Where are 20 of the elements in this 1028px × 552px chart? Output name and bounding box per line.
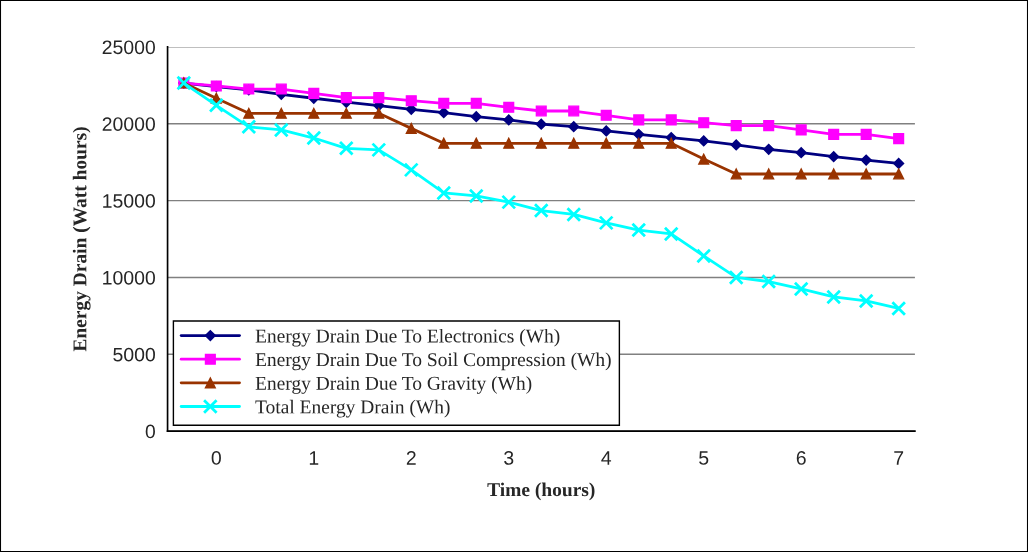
y-tick-label: 10000 (103, 270, 155, 285)
legend-label: Energy Drain Due To Electronics (Wh) (255, 328, 560, 347)
y-tick-label: 25000 (102, 40, 155, 55)
x-tick-label: 5 (699, 451, 709, 465)
x-tick-label: 1 (309, 451, 319, 465)
x-tick-label: 0 (211, 451, 221, 465)
y-tick-label: 5000 (113, 347, 155, 362)
x-tick-label: 3 (504, 451, 514, 465)
x-axis-title: Time (hours) (487, 482, 595, 501)
y-tick-label: 0 (145, 424, 155, 439)
legend-label: Energy Drain Due To Gravity (Wh) (255, 376, 532, 394)
y-tick-label: 15000 (103, 194, 155, 208)
x-tick-label: 2 (406, 451, 416, 465)
y-tick-label: 20000 (102, 117, 155, 131)
y-axis-title: Energy Drain (Watt hours) (72, 127, 91, 352)
legend-label: Energy Drain Due To Soil Compression (Wh) (255, 352, 611, 371)
x-tick-label: 7 (894, 451, 904, 465)
x-tick-label: 6 (796, 451, 806, 465)
x-tick-label: 4 (601, 451, 612, 465)
legend-label: Total Energy Drain (Wh) (255, 399, 450, 418)
